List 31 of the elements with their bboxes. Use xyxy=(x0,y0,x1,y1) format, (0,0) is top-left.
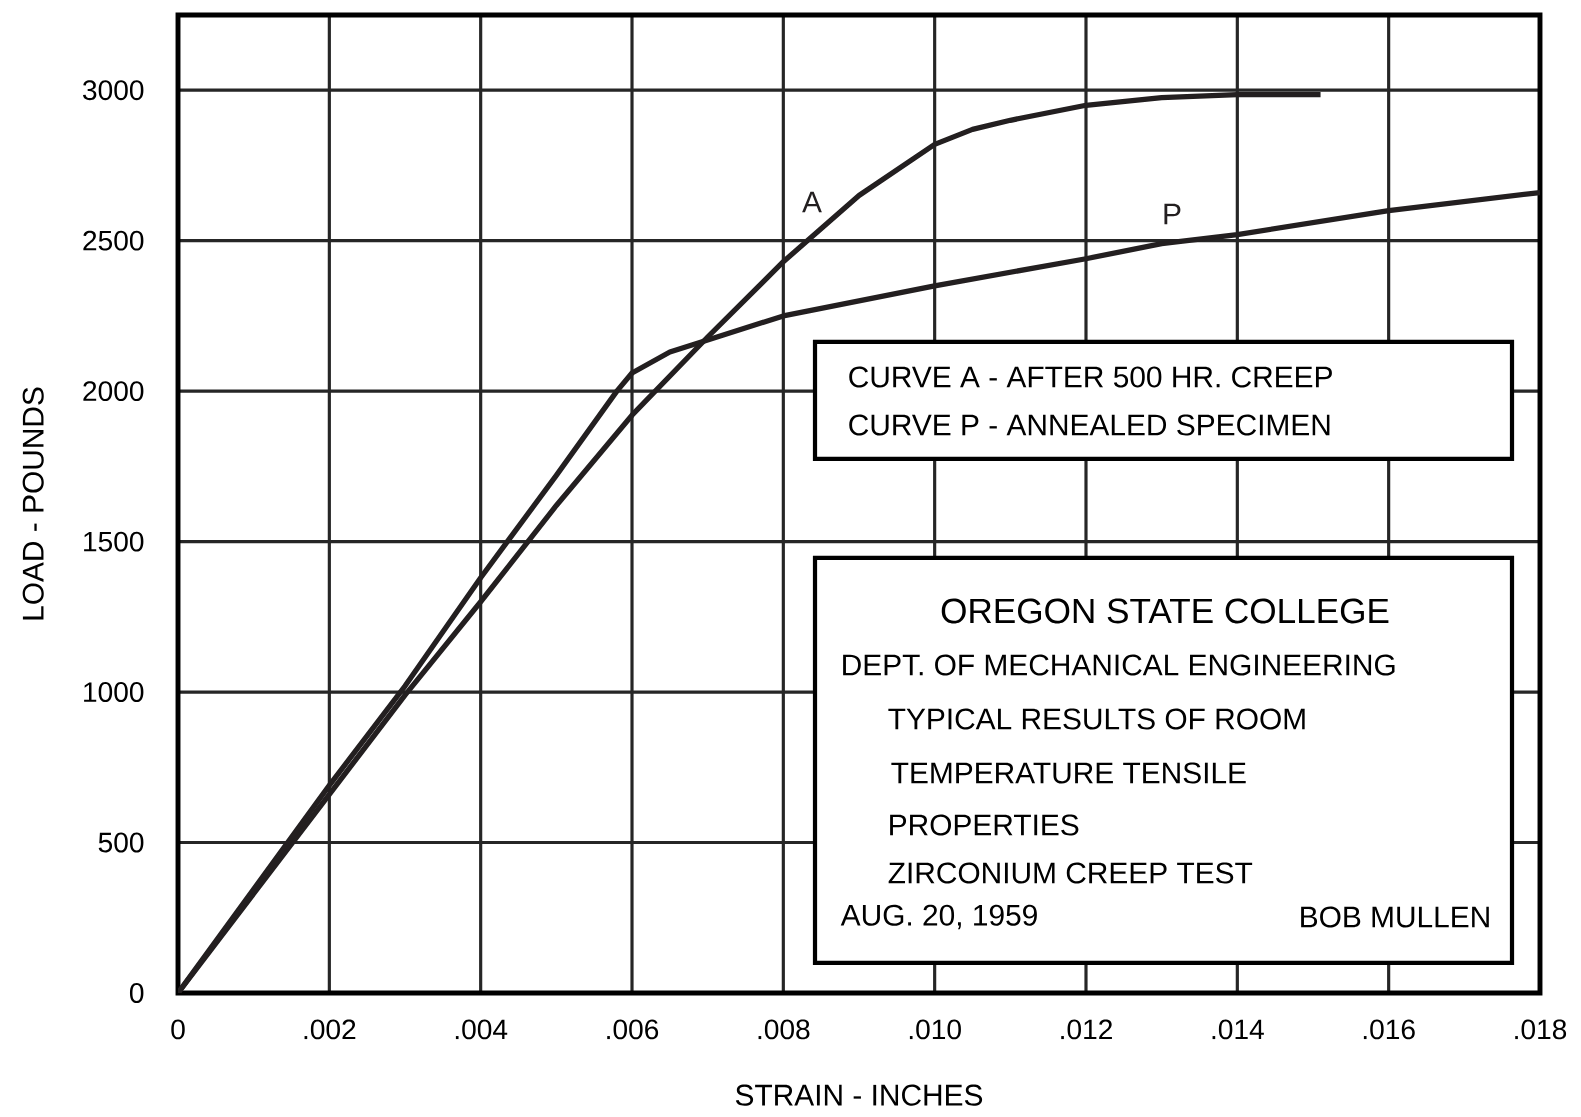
annotation: CURVE A - AFTER 500 HR. CREEP xyxy=(849,366,1332,388)
x-tick-label: .002 xyxy=(304,1019,356,1040)
x-tick-label: 0 xyxy=(171,1019,185,1040)
x-tick-label: .014 xyxy=(1212,1019,1264,1040)
series-label: A xyxy=(802,191,822,213)
y-axis-title: LOAD - POUNDS xyxy=(22,387,44,620)
y-tick-label: 2500 xyxy=(83,230,144,251)
annotation: BOB MULLEN xyxy=(1301,906,1489,928)
x-tick-label: .012 xyxy=(1061,1019,1112,1040)
annotation: PROPERTIES xyxy=(890,814,1079,836)
x-tick-label: .004 xyxy=(455,1019,508,1040)
x-tick-label: .018 xyxy=(1515,1019,1567,1040)
y-tick-label: 1000 xyxy=(84,681,144,702)
y-tick-label: 0 xyxy=(129,982,144,1003)
annotation: DEPT. OF MECHANICAL ENGINEERING xyxy=(843,654,1395,676)
x-tick-label: .010 xyxy=(909,1019,961,1040)
x-axis-title: STRAIN - INCHES xyxy=(735,1084,983,1106)
x-tick-label: .006 xyxy=(607,1019,659,1040)
y-tick-label: 500 xyxy=(98,832,144,853)
x-tick-label: .016 xyxy=(1363,1019,1415,1040)
y-tick-label: 3000 xyxy=(83,80,144,100)
annotation: AUG. 20, 1959 xyxy=(840,904,1037,930)
y-tick-label: 1500 xyxy=(84,531,144,552)
x-tick-label: .008 xyxy=(758,1019,810,1040)
annotation: OREGON STATE COLLEGE xyxy=(941,598,1389,624)
y-tick-label: 2000 xyxy=(83,380,144,401)
annotation: ZIRCONIUM CREEP TEST xyxy=(888,862,1253,884)
annotation: TEMPERATURE TENSILE xyxy=(891,762,1246,784)
series-label: P xyxy=(1164,203,1181,225)
annotation: TYPICAL RESULTS OF ROOM xyxy=(888,708,1305,730)
annotation: CURVE P - ANNEALED SPECIMEN xyxy=(849,414,1330,436)
